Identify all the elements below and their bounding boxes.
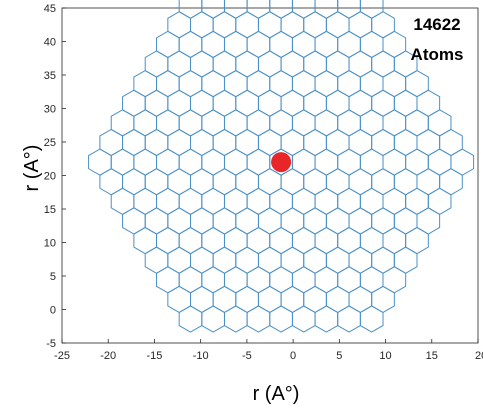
y-tick-label: 40 <box>44 37 56 49</box>
y-tick-label: 25 <box>44 137 56 149</box>
x-tick-label: 20 <box>475 350 483 362</box>
annotation-line-2: Atoms <box>411 45 464 64</box>
x-tick-label: -25 <box>54 350 70 362</box>
x-tick-label: -15 <box>146 350 162 362</box>
x-tick-label: 15 <box>426 350 438 362</box>
y-axis-label: r (A°) <box>21 145 43 192</box>
x-tick-label: -10 <box>193 350 209 362</box>
y-tick-label: 5 <box>50 271 56 283</box>
y-tick-label: 35 <box>44 70 56 82</box>
x-tick-label: 0 <box>290 350 296 362</box>
y-axis-ticks: -5 0 5 10 15 20 25 30 35 40 45 <box>44 3 66 350</box>
y-tick-label: 15 <box>44 204 56 216</box>
hexagon-lattice <box>88 0 475 333</box>
y-tick-label: 20 <box>44 171 56 183</box>
y-tick-label: 45 <box>44 3 56 15</box>
y-tick-label: -5 <box>46 338 56 350</box>
highlighted-atom <box>271 152 292 173</box>
annotation-line-1: 14622 <box>413 15 460 34</box>
y-tick-label: 30 <box>44 104 56 116</box>
x-tick-label: -20 <box>100 350 116 362</box>
x-tick-label: -5 <box>242 350 252 362</box>
x-tick-label: 5 <box>336 350 342 362</box>
hexagon-cell <box>450 148 475 176</box>
y-tick-label: 0 <box>50 305 56 317</box>
plot-area <box>61 7 479 344</box>
x-axis-label: r (A°) <box>253 383 300 405</box>
y-tick-label: 10 <box>44 238 56 250</box>
x-axis-ticks: -25 -20 -15 -10 -5 0 5 10 15 20 <box>54 339 483 362</box>
x-tick-label: 10 <box>379 350 391 362</box>
